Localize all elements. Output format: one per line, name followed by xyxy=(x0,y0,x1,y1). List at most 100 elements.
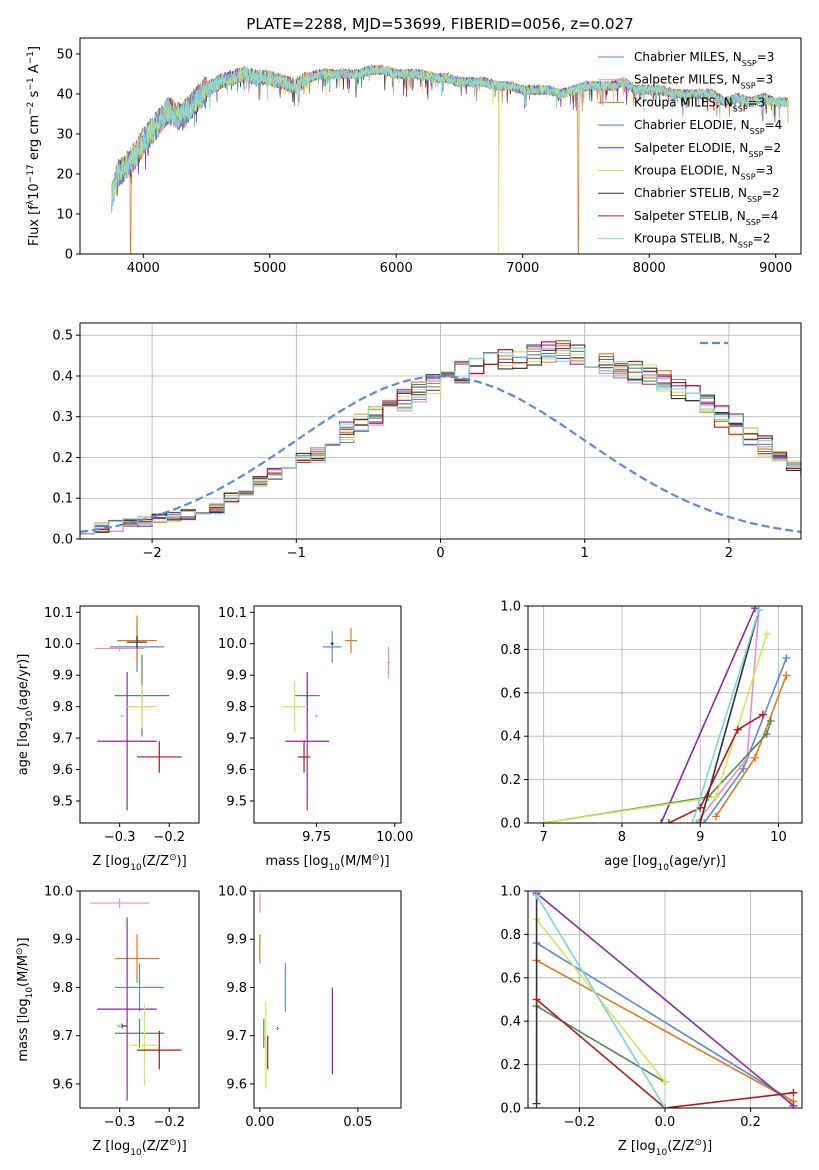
mass-weight-line-9 xyxy=(535,894,666,1108)
legend-sub: SSP xyxy=(746,217,761,226)
x-tick-label: 4000 xyxy=(127,261,160,276)
x-tick-label: −2 xyxy=(143,546,162,561)
y-tick-label: 9.7 xyxy=(52,732,73,747)
x-tick-label: −1 xyxy=(287,546,306,561)
mass-weight-marker xyxy=(696,819,705,823)
y-axis-label-part: 10 xyxy=(25,987,35,999)
legend-text: Chabrier STELIB, N xyxy=(634,186,747,200)
x-tick-label: 5000 xyxy=(253,261,286,276)
y-tick-label: 0.8 xyxy=(500,928,521,943)
y-tick-label: 0.6 xyxy=(500,971,521,986)
mass-weight-marker xyxy=(789,1101,798,1108)
y-tick-label: 9.5 xyxy=(226,794,247,809)
legend-n: =2 xyxy=(762,186,780,200)
y-tick-label: 1.0 xyxy=(500,885,521,900)
y-tick-label: 9.8 xyxy=(226,700,247,715)
x-axis-label-part: (Z/Z xyxy=(142,1139,169,1154)
axes-frame xyxy=(79,322,802,540)
histogram-8 xyxy=(80,341,801,535)
x-tick-label: 0.05 xyxy=(343,1115,372,1130)
spectrum-line-1 xyxy=(111,65,789,213)
legend-entry: Salpeter MILES, NSSP=3 xyxy=(634,73,773,91)
y-tick-label: 50 xyxy=(56,48,73,63)
x-tick-label: 1 xyxy=(581,546,589,561)
mass-weight-line-3 xyxy=(536,959,794,1103)
y-tick-label: 10.0 xyxy=(44,637,73,652)
mass-weight-line-5 xyxy=(536,892,794,1107)
y-axis-label-part: λ xyxy=(26,199,36,205)
y-tick-label: 0 xyxy=(65,248,73,263)
legend-entry: Chabrier MILES, NSSP=3 xyxy=(634,50,774,68)
x-axis-label-part: ⊙ xyxy=(694,1138,702,1148)
x-axis-label-part: (age/yr)] xyxy=(669,854,726,869)
mass-weight-marker xyxy=(539,819,548,823)
y-tick-label: 9.8 xyxy=(52,981,73,996)
x-axis-label-part: 10 xyxy=(130,863,142,873)
y-tick-label: 0.0 xyxy=(500,1102,521,1117)
y-axis-label-part: −2 xyxy=(26,102,36,115)
panel-residuals: −2 −1 0 1 2 0.0 0.1 0.2 0.3 0.4 0.5 xyxy=(52,322,802,561)
x-axis-label-part: 10 xyxy=(329,863,341,873)
y-tick-label: 0.3 xyxy=(52,410,73,425)
y-axis-label-part: (age/yr)] xyxy=(16,654,31,711)
y-tick-label: 9.7 xyxy=(52,1029,73,1044)
y-axis-label-part: −1 xyxy=(26,51,36,64)
x-axis-label-part: 10 xyxy=(130,1148,142,1158)
y-tick-label: 1.0 xyxy=(500,600,521,615)
spectrum-line-9 xyxy=(111,64,789,213)
mass-weight-marker xyxy=(532,1099,541,1108)
x-tick-label: −0.2 xyxy=(153,1115,185,1130)
y-tick-label: 10 xyxy=(56,208,73,223)
y-tick-label: 0.8 xyxy=(500,643,521,658)
legend-text: Kroupa STELIB, N xyxy=(634,232,738,246)
x-tick-label: 9.75 xyxy=(302,830,331,845)
mass-weight-marker xyxy=(688,819,697,823)
panel-age-vs-mass: 9.75 10.00 9.5 9.6 9.7 9.8 9.9 10.0 10.1 mass [lo… xyxy=(218,605,413,873)
y-tick-label: 0.4 xyxy=(500,1015,521,1030)
legend-entry: Chabrier STELIB, NSSP=2 xyxy=(634,186,780,204)
y-axis-label-part: −1 xyxy=(26,77,36,90)
x-tick-label: 6000 xyxy=(380,261,413,276)
mass-weight-marker xyxy=(739,764,748,773)
panel-mass-vs-ebv: 0.00 0.05 9.6 9.7 9.8 9.9 10.0 xyxy=(218,885,402,1130)
axes-frame xyxy=(79,37,802,255)
y-axis-label: Flux [fλ10−17 erg cm−2 s−1 A−1] xyxy=(26,46,42,246)
y-axis-label-part: ] xyxy=(27,46,42,51)
legend-n: =4 xyxy=(761,209,779,223)
mass-weight-marker xyxy=(711,812,720,821)
x-axis-label-part: (Z/Z xyxy=(667,1139,694,1154)
x-axis-label-part: )] xyxy=(702,1139,712,1154)
mass-weight-marker xyxy=(700,819,709,823)
mass-weight-marker xyxy=(733,725,742,734)
legend-sub: SSP xyxy=(741,172,756,181)
y-tick-label: 10.1 xyxy=(218,606,247,621)
x-axis-label-part: 10 xyxy=(656,1148,668,1158)
mass-weight-line-5 xyxy=(660,607,756,823)
y-tick-label: 9.9 xyxy=(52,933,73,948)
y-tick-label: 0.2 xyxy=(500,1058,521,1073)
legend-entry: Salpeter ELODIE, NSSP=2 xyxy=(634,141,781,159)
legend-n: =3 xyxy=(748,95,766,109)
mass-weight-marker xyxy=(664,819,673,823)
x-tick-label: 10 xyxy=(770,830,787,845)
x-tick-label: 8000 xyxy=(633,261,666,276)
x-axis-label-part: (Z/Z xyxy=(142,854,169,869)
panel-mass-weight-vs-Z: −0.2 0.0 0.2 0.0 0.2 0.4 0.6 0.8 1.0 Z [log10(Z/Z… xyxy=(500,885,803,1158)
mass-weight-line-1 xyxy=(536,942,794,1103)
legend-n: =3 xyxy=(756,73,774,87)
x-axis-label-part: ⊙ xyxy=(169,853,177,863)
legend-text: Salpeter MILES, N xyxy=(634,73,741,87)
x-axis-label-part: age [log xyxy=(604,854,657,869)
mass-weight-marker xyxy=(762,730,771,739)
x-axis-label-part: mass [log xyxy=(265,854,328,869)
mass-weight-marker xyxy=(762,630,771,639)
legend-text: Chabrier ELODIE, N xyxy=(634,118,750,132)
x-tick-label: 2 xyxy=(725,546,733,561)
x-tick-label: −0.3 xyxy=(104,830,136,845)
x-tick-label: −0.2 xyxy=(564,1115,596,1130)
y-tick-label: 0.6 xyxy=(500,686,521,701)
panel-mass-vs-Z: −0.3 −0.29.69.79.89.910.0Z [log10(Z/Z⊙)]m… xyxy=(15,885,200,1158)
x-tick-label: 9000 xyxy=(759,261,792,276)
y-tick-label: 9.6 xyxy=(226,1077,247,1092)
